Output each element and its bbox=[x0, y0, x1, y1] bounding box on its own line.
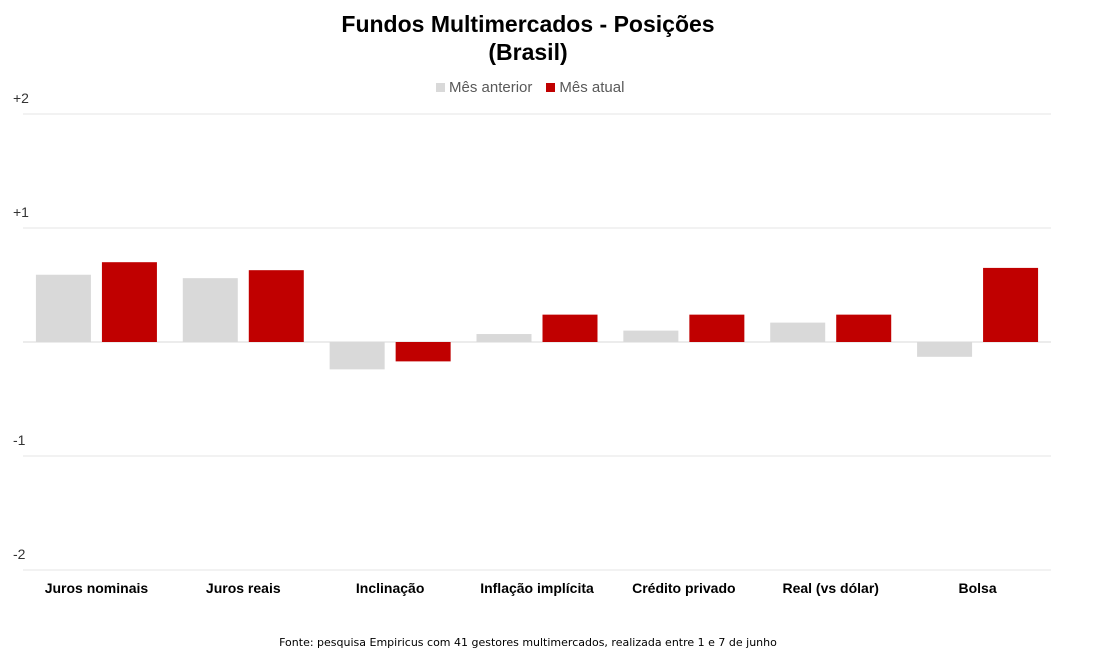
legend-swatch-current bbox=[546, 83, 556, 92]
bar-current bbox=[836, 314, 892, 342]
legend-label-current: Mês atual bbox=[559, 79, 625, 96]
legend-swatch-previous bbox=[436, 83, 445, 92]
x-tick-label: Juros nominais bbox=[45, 580, 149, 596]
bar-current bbox=[248, 270, 304, 342]
x-tick-label: Bolsa bbox=[959, 580, 997, 596]
chart-title: Fundos Multimercados - Posições bbox=[341, 11, 715, 37]
y-tick-label: -1 bbox=[13, 432, 26, 448]
y-tick-label: -2 bbox=[13, 546, 26, 562]
bar-previous bbox=[917, 342, 973, 357]
y-tick-label: +1 bbox=[13, 204, 29, 220]
y-tick-label: +2 bbox=[13, 90, 29, 106]
bar-current bbox=[101, 262, 157, 342]
bar-previous bbox=[35, 274, 91, 342]
x-tick-label: Real (vs dólar) bbox=[782, 580, 878, 596]
bar-current bbox=[689, 314, 745, 342]
bar-previous bbox=[770, 322, 826, 342]
x-tick-label: Inclinação bbox=[356, 580, 424, 596]
bar-previous bbox=[476, 334, 532, 342]
bar-current bbox=[983, 267, 1039, 342]
x-tick-label: Inflação implícita bbox=[480, 580, 594, 596]
bar-current bbox=[395, 342, 451, 362]
legend-label-previous: Mês anterior bbox=[449, 79, 533, 96]
x-tick-label: Juros reais bbox=[206, 580, 281, 596]
source-note: Fonte: pesquisa Empiricus com 41 gestore… bbox=[279, 636, 777, 649]
chart-legend: Mês anterior Mês atual bbox=[436, 79, 638, 96]
bar-previous bbox=[182, 278, 238, 342]
bar-chart: +2 +1 -1 -2 Juros nominais Juros reais Inclina… bbox=[13, 90, 1051, 596]
chart-subtitle: (Brasil) bbox=[488, 39, 568, 65]
bar-previous bbox=[329, 342, 385, 370]
legend-item-current: Mês atual bbox=[546, 79, 624, 96]
bar-current bbox=[542, 314, 598, 342]
bar-previous bbox=[623, 330, 679, 342]
legend-item-previous: Mês anterior bbox=[436, 79, 532, 96]
x-tick-label: Crédito privado bbox=[632, 580, 735, 596]
